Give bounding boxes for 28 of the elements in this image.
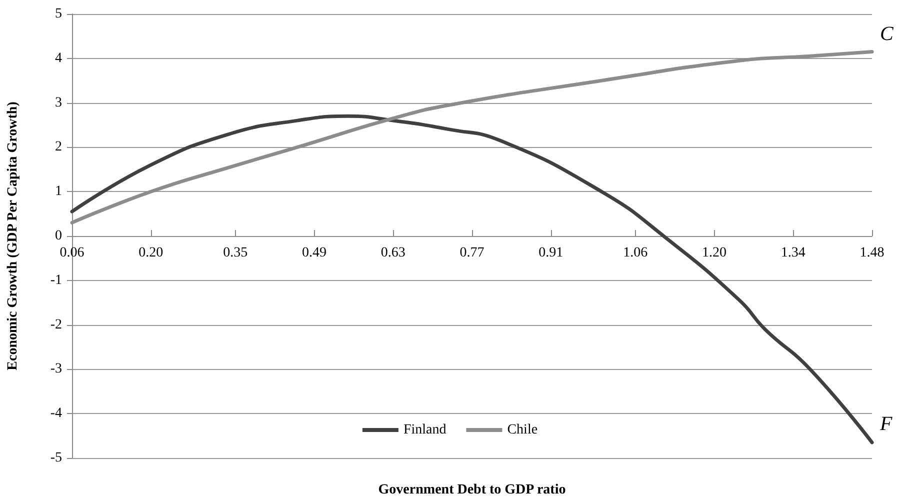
x-tick-label: 1.20 xyxy=(702,246,727,260)
y-axis-title: Economic Growth (GDP Per Capita Growth) xyxy=(6,101,20,370)
y-tick-label: 4 xyxy=(55,50,62,66)
y-tick-label: -3 xyxy=(50,362,62,377)
text: C xyxy=(880,23,894,45)
y-tick-label: -5 xyxy=(50,450,62,466)
x-tick-label: 1.48 xyxy=(860,246,884,260)
y-tick-label: 2 xyxy=(55,140,62,155)
x-tick-label: 0.49 xyxy=(302,246,327,260)
y-tick-label: -2 xyxy=(50,317,62,332)
x-tick-label: 1.06 xyxy=(623,246,648,260)
legend-label: Chile xyxy=(507,422,538,438)
x-tick-label: 0.06 xyxy=(60,246,84,260)
legend-label: Finland xyxy=(403,422,446,438)
y-tick-label: 5 xyxy=(55,6,62,22)
y-tick-label: -4 xyxy=(50,406,62,422)
text: F xyxy=(879,413,893,435)
y-tick-label: 0 xyxy=(55,228,62,244)
x-tick-label: 0.20 xyxy=(138,246,164,260)
x-tick-label: 0.35 xyxy=(223,246,248,260)
x-tick-label: 1.34 xyxy=(780,246,806,260)
x-tick-label: 0.63 xyxy=(380,246,406,260)
x-tick-label: 0.77 xyxy=(460,246,484,260)
x-tick-label: 0.91 xyxy=(538,246,564,260)
y-tick-label: -1 xyxy=(50,272,62,288)
y-tick-label: 3 xyxy=(55,95,62,110)
y-tick-label: 1 xyxy=(55,184,62,200)
x-axis-title: Government Debt to GDP ratio xyxy=(378,482,566,498)
